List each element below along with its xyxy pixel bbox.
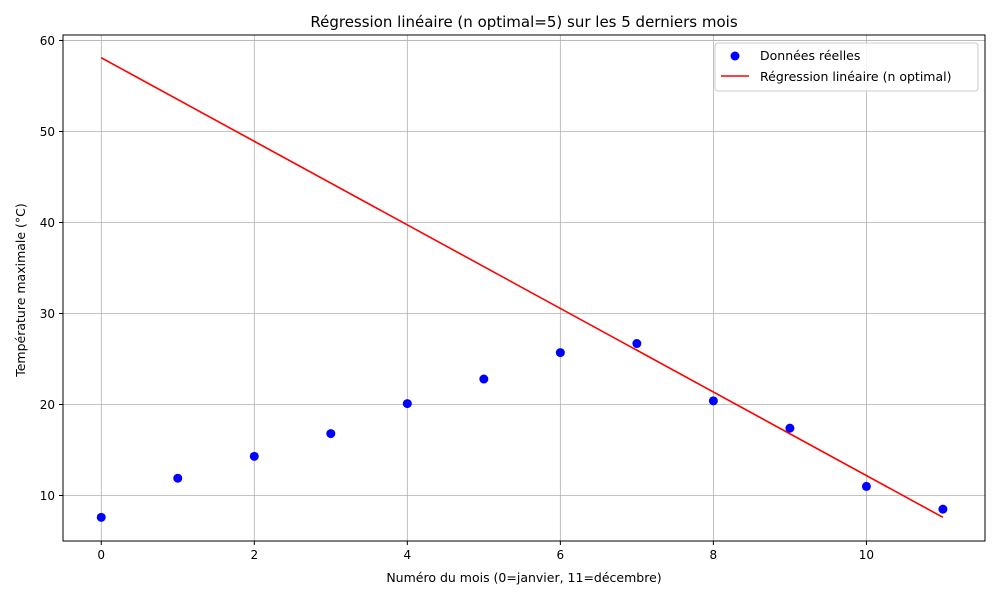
y-tick-label: 50 [40, 125, 55, 139]
data-point [479, 374, 489, 384]
axis-ticks: 0 2 4 6 8 10 10 20 30 40 50 60 [40, 34, 874, 562]
data-point [785, 423, 795, 433]
y-tick-label: 20 [40, 398, 55, 412]
legend: Données réelles Régression linéaire (n o… [714, 42, 979, 92]
y-tick-label: 40 [40, 216, 55, 230]
x-axis-label: Numéro du mois (0=janvier, 11=décembre) [386, 570, 661, 585]
legend-label-line: Régression linéaire (n optimal) [760, 69, 951, 84]
y-axis-label: Température maximale (°C) [13, 203, 28, 378]
grid [63, 35, 985, 541]
y-tick-label: 30 [40, 307, 55, 321]
data-point [555, 348, 565, 358]
plot-frame [62, 34, 986, 542]
x-tick-label: 6 [557, 548, 565, 562]
legend-scatter-marker [730, 51, 740, 61]
data-point [402, 399, 412, 409]
data-point [938, 504, 948, 514]
legend-label-scatter: Données réelles [760, 48, 860, 63]
legend-box [714, 42, 979, 92]
x-tick-label: 8 [710, 548, 718, 562]
data-point [173, 473, 183, 483]
chart-title: Régression linéaire (n optimal=5) sur le… [310, 13, 737, 31]
x-tick-label: 4 [403, 548, 411, 562]
y-tick-label: 60 [40, 34, 55, 48]
x-tick-label: 0 [97, 548, 105, 562]
regression-line [100, 57, 944, 519]
data-point [632, 339, 642, 349]
data-point [326, 429, 336, 439]
data-point [96, 512, 106, 522]
data-point [861, 481, 871, 491]
y-tick-label: 10 [40, 489, 55, 503]
plot-series [96, 57, 948, 522]
x-tick-label: 10 [859, 548, 874, 562]
x-tick-label: 2 [250, 548, 258, 562]
data-point [249, 451, 259, 461]
data-point [708, 396, 718, 406]
